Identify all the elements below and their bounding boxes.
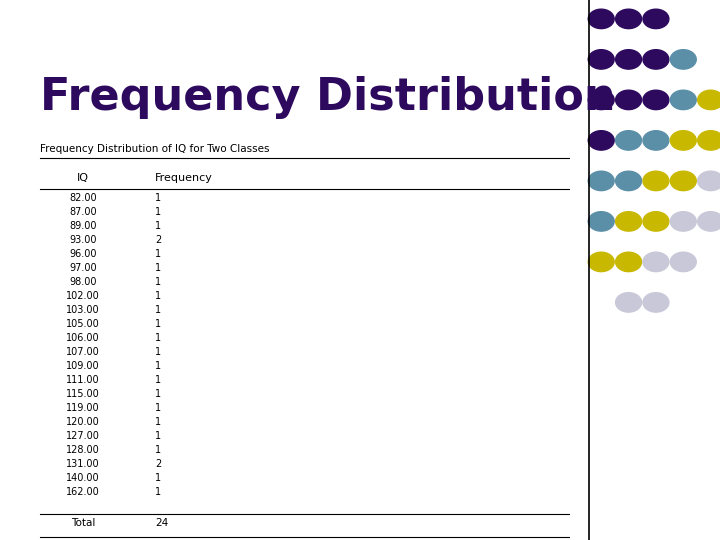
Text: 162.00: 162.00 <box>66 487 99 497</box>
Text: 1: 1 <box>155 487 161 497</box>
Text: 87.00: 87.00 <box>69 206 96 217</box>
Text: 140.00: 140.00 <box>66 473 99 483</box>
Text: 103.00: 103.00 <box>66 305 99 315</box>
Text: 96.00: 96.00 <box>69 248 96 259</box>
Text: 1: 1 <box>155 220 161 231</box>
Text: 2: 2 <box>155 459 161 469</box>
Text: 102.00: 102.00 <box>66 291 99 301</box>
Text: 1: 1 <box>155 473 161 483</box>
Text: 106.00: 106.00 <box>66 333 99 343</box>
Text: 1: 1 <box>155 445 161 455</box>
Text: Frequency Distribution: Frequency Distribution <box>40 76 615 119</box>
Text: 97.00: 97.00 <box>69 262 96 273</box>
Text: 24: 24 <box>155 517 168 528</box>
Text: 1: 1 <box>155 375 161 385</box>
Text: 1: 1 <box>155 389 161 399</box>
Text: 1: 1 <box>155 276 161 287</box>
Text: 111.00: 111.00 <box>66 375 99 385</box>
Text: 128.00: 128.00 <box>66 445 99 455</box>
Text: 120.00: 120.00 <box>66 417 99 427</box>
Text: 1: 1 <box>155 403 161 413</box>
Text: 109.00: 109.00 <box>66 361 99 371</box>
Text: 127.00: 127.00 <box>66 431 100 441</box>
Text: 1: 1 <box>155 248 161 259</box>
Text: 105.00: 105.00 <box>66 319 99 329</box>
Text: 131.00: 131.00 <box>66 459 99 469</box>
Text: 119.00: 119.00 <box>66 403 99 413</box>
Text: 107.00: 107.00 <box>66 347 99 357</box>
Text: Total: Total <box>71 517 95 528</box>
Text: 1: 1 <box>155 361 161 371</box>
Text: Frequency Distribution of IQ for Two Classes: Frequency Distribution of IQ for Two Cla… <box>40 144 269 154</box>
Text: 1: 1 <box>155 291 161 301</box>
Text: Frequency: Frequency <box>155 172 212 183</box>
Text: 1: 1 <box>155 347 161 357</box>
Text: 2: 2 <box>155 234 161 245</box>
Text: 1: 1 <box>155 192 161 202</box>
Text: 89.00: 89.00 <box>69 220 96 231</box>
Text: 1: 1 <box>155 417 161 427</box>
Text: 1: 1 <box>155 262 161 273</box>
Text: 82.00: 82.00 <box>69 192 96 202</box>
Text: 1: 1 <box>155 431 161 441</box>
Text: IQ: IQ <box>77 172 89 183</box>
Text: 93.00: 93.00 <box>69 234 96 245</box>
Text: 1: 1 <box>155 319 161 329</box>
Text: 1: 1 <box>155 305 161 315</box>
Text: 1: 1 <box>155 333 161 343</box>
Text: 115.00: 115.00 <box>66 389 99 399</box>
Text: 1: 1 <box>155 206 161 217</box>
Text: 98.00: 98.00 <box>69 276 96 287</box>
